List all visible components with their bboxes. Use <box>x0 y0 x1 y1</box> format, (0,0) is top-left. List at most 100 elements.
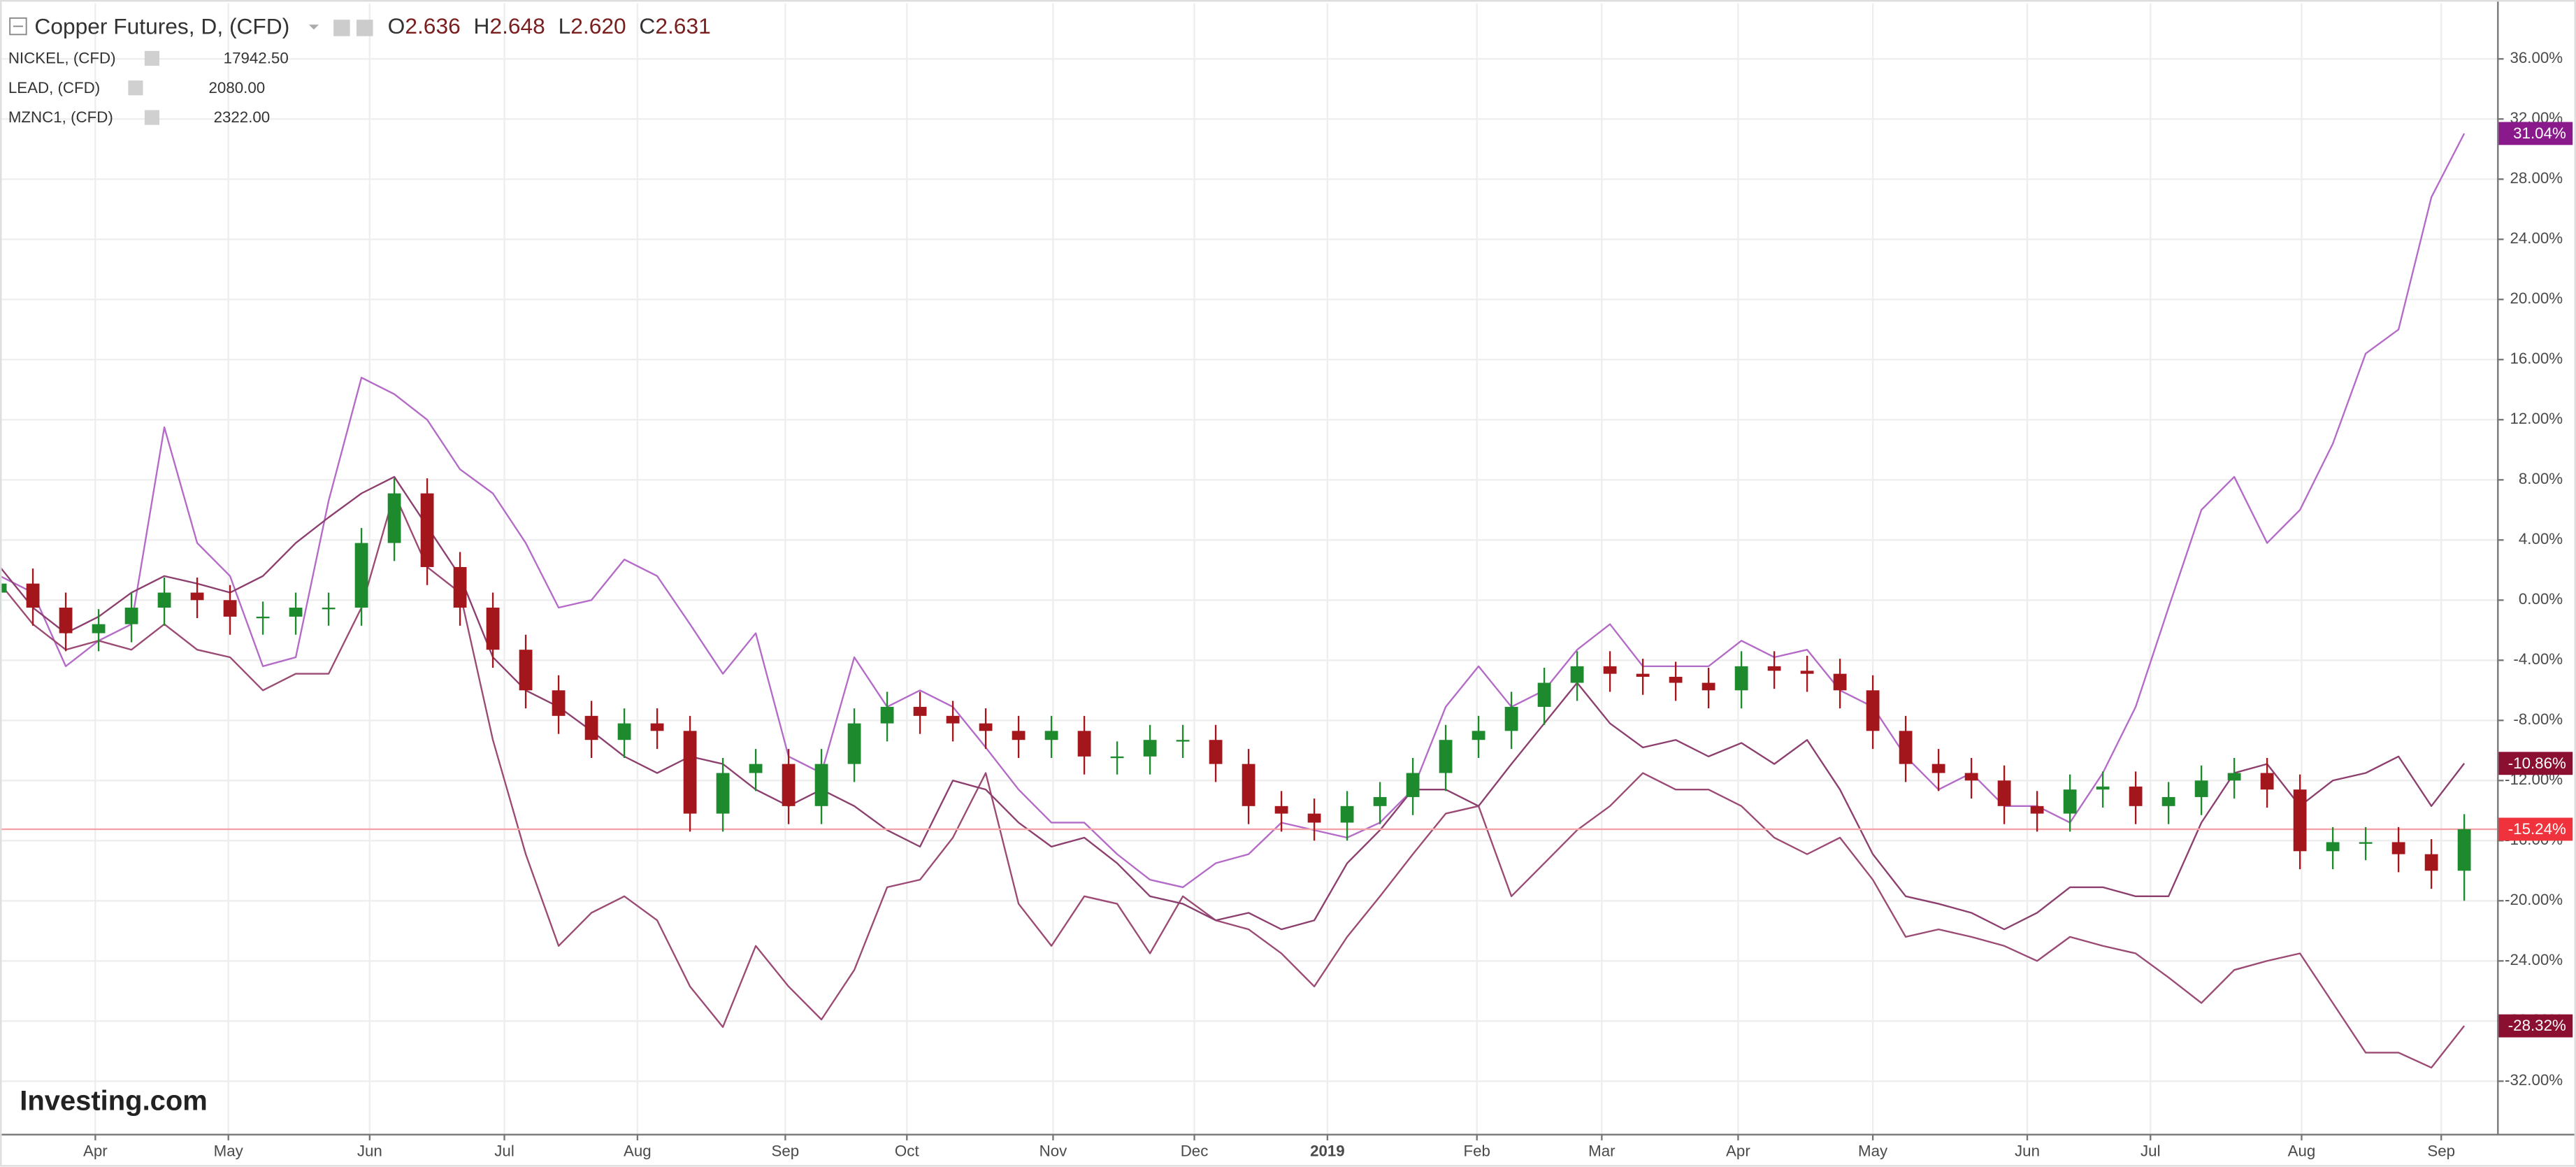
candle-body <box>2457 829 2471 871</box>
legend-price: 2080.00 <box>209 79 266 96</box>
legend: NICKEL, (CFD) 17942.50 LEAD, (CFD) 2080.00 M… <box>8 49 289 126</box>
x-tick-label: Nov <box>1039 1142 1068 1159</box>
candle-body <box>2293 789 2307 852</box>
candle-body <box>26 583 40 608</box>
candle-body <box>1340 806 1354 823</box>
candle-body <box>1077 731 1091 757</box>
candle-body <box>2063 789 2077 814</box>
candle-body <box>847 723 861 764</box>
axes: 36.00%32.00%28.00%24.00%20.00%16.00%12.0… <box>83 49 2573 1159</box>
candle-body <box>420 493 434 567</box>
x-tick-label: Feb <box>1464 1142 1490 1159</box>
candle-body <box>1931 764 1945 773</box>
candle-body <box>584 715 598 740</box>
quote-value: 2.631 <box>655 13 710 38</box>
y-tick-label: -24.00% <box>2505 951 2563 968</box>
y-tick-label: -32.00% <box>2505 1071 2563 1089</box>
candle-body <box>387 493 401 543</box>
candle-body <box>1110 756 1124 759</box>
candle-body <box>1504 706 1518 731</box>
candle-body <box>2096 786 2110 790</box>
price-tag-label: 31.04% <box>2513 124 2566 142</box>
series-line <box>0 133 2466 889</box>
watermark: Investing.com <box>20 1085 208 1116</box>
candle-body <box>354 543 368 608</box>
x-tick-label: May <box>1858 1142 1888 1159</box>
x-tick-label: Oct <box>895 1142 920 1159</box>
x-tick-label: Jun <box>2015 1142 2040 1159</box>
candle-body <box>2227 773 2241 781</box>
candle-body <box>1701 682 1715 691</box>
legend-icon <box>144 110 160 125</box>
candle-body <box>782 764 796 806</box>
candle-body <box>1997 780 2011 806</box>
candle-body <box>1373 796 1387 806</box>
y-tick-label: 16.00% <box>2510 350 2563 367</box>
legend-price: 2322.00 <box>214 108 271 126</box>
candle-body <box>2391 842 2405 854</box>
candle-body <box>552 690 566 716</box>
candle-body <box>683 731 697 814</box>
candle-body <box>1176 740 1190 742</box>
price-tag <box>2498 1014 2573 1038</box>
candle-body <box>1734 666 1748 691</box>
y-tick-label: -8.00% <box>2513 710 2563 728</box>
candle-body <box>2424 854 2438 871</box>
candle-body <box>92 624 106 633</box>
candle-body <box>1439 740 1453 773</box>
x-tick-label: Jul <box>2140 1142 2161 1159</box>
candle-body <box>1800 671 1814 674</box>
legend-label: MZNC1, (CFD) <box>8 108 113 126</box>
x-tick-label: Jul <box>494 1142 515 1159</box>
y-tick-label: 36.00% <box>2510 49 2563 66</box>
price-tag-label: -28.32% <box>2508 1017 2566 1034</box>
y-tick-label: -4.00% <box>2513 650 2563 668</box>
settings-icon[interactable] <box>333 20 350 36</box>
y-tick-label: 0.00% <box>2519 590 2563 608</box>
candle-body <box>0 583 7 593</box>
candle-body <box>2161 796 2175 806</box>
candle-body <box>2129 786 2143 806</box>
candle-body <box>1406 773 1420 797</box>
candle-body <box>256 616 270 619</box>
y-tick-label: 28.00% <box>2510 169 2563 187</box>
x-tick-label: Sep <box>2427 1142 2455 1159</box>
x-tick-label: 2019 <box>1310 1142 1345 1159</box>
candle-body <box>2194 780 2208 797</box>
candle-body <box>1767 666 1781 671</box>
candle-body <box>749 764 763 773</box>
dropdown-icon[interactable] <box>308 24 319 30</box>
quote-label: C <box>639 13 655 38</box>
candle-body <box>880 706 894 724</box>
quote-label: L <box>559 13 571 38</box>
x-tick-label: Dec <box>1181 1142 1209 1159</box>
candle-body <box>1570 666 1584 683</box>
x-tick-label: Mar <box>1588 1142 1616 1159</box>
legend-label: NICKEL, (CFD) <box>8 49 116 66</box>
settings-icon[interactable] <box>357 20 373 36</box>
price-tag <box>2498 817 2573 841</box>
candle-body <box>1866 690 1880 731</box>
candle-body <box>1669 676 1683 683</box>
collapse-icon[interactable] <box>9 17 27 36</box>
series-line <box>0 492 2466 1069</box>
candle-body <box>1833 673 1847 691</box>
quote-value: 2.620 <box>570 13 626 38</box>
y-tick-label: 8.00% <box>2519 470 2563 487</box>
candle-body <box>814 764 828 806</box>
candle-body <box>223 600 237 617</box>
series-line <box>0 475 2466 931</box>
legend-price: 17942.50 <box>224 49 289 66</box>
candle-body <box>1964 773 1978 781</box>
candle-body <box>716 773 730 814</box>
price-tag-label: -15.24% <box>2508 820 2566 838</box>
plot <box>0 133 2498 1069</box>
y-tick-label: 20.00% <box>2510 289 2563 307</box>
x-tick-label: Aug <box>2288 1142 2316 1159</box>
x-tick-label: Aug <box>624 1142 652 1159</box>
chart-title: Copper Futures, D, (CFD) <box>34 13 289 38</box>
x-tick-label: Apr <box>1726 1142 1750 1159</box>
legend-icon <box>128 80 143 96</box>
